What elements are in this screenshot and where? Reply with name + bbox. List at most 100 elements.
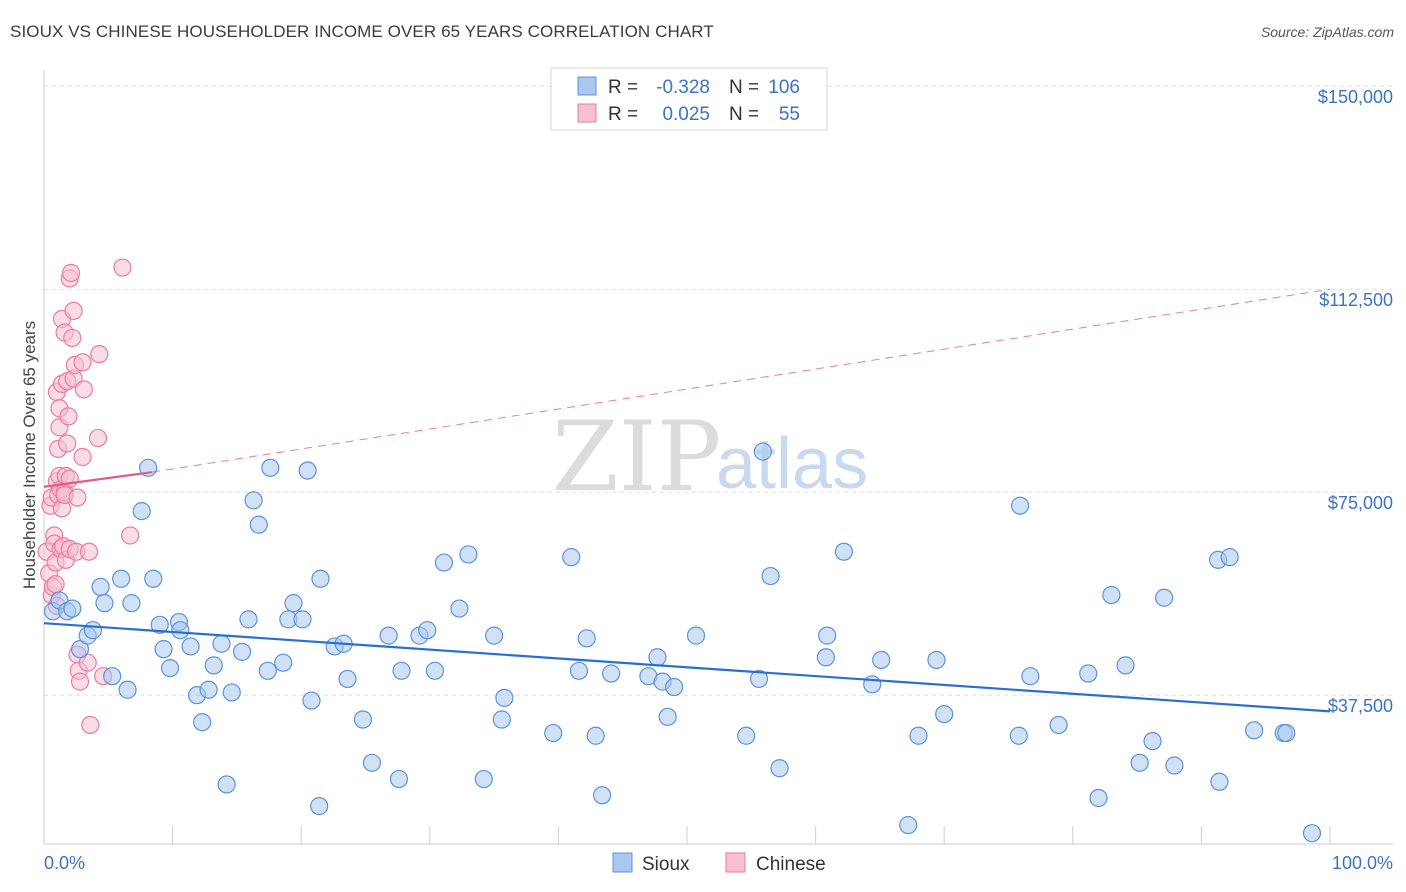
sioux-point — [181, 637, 200, 656]
chinese-point — [70, 672, 90, 691]
sioux-point — [1220, 548, 1239, 567]
chinese-point — [79, 542, 99, 561]
sioux-point — [1143, 732, 1162, 751]
sioux-point — [298, 461, 317, 480]
sioux-point — [459, 545, 478, 564]
sioux-point — [103, 667, 122, 686]
chinese-point — [74, 380, 93, 399]
gridlines — [44, 85, 1393, 696]
chinese-trendline-dashed — [151, 288, 1331, 473]
chinese-point — [88, 428, 108, 448]
sioux-point — [434, 553, 454, 572]
chinese-point — [68, 488, 87, 507]
chinese-point — [61, 263, 81, 283]
sioux-point — [338, 669, 357, 689]
sioux-point — [222, 683, 241, 702]
sioux-point — [562, 548, 581, 567]
sioux-point — [492, 710, 511, 729]
sioux-point — [1155, 588, 1174, 607]
legend-swatch-sioux — [577, 76, 597, 96]
sioux-point — [132, 502, 151, 521]
chinese-point — [64, 301, 83, 320]
sioux-point — [244, 491, 263, 510]
y-tick-label: $75,000 — [1328, 493, 1393, 513]
sioux-point — [171, 621, 190, 640]
chinese-point — [63, 328, 82, 348]
sioux-point — [602, 664, 621, 683]
chinese-point — [121, 526, 140, 545]
chinese-point — [90, 345, 109, 364]
sioux-point — [144, 569, 163, 588]
sioux-point — [569, 661, 589, 680]
legend-n-label-chinese: N = — [729, 104, 759, 125]
chinese-point — [59, 407, 78, 426]
axes — [43, 70, 1393, 845]
sioux-point — [495, 688, 514, 707]
y-tick-labels: $37,500 $75,000 $112,500 $150,000 — [1318, 87, 1393, 716]
sioux-trendline — [43, 622, 1331, 713]
sioux-point — [1116, 656, 1135, 675]
y-tick-label: $37,500 — [1328, 696, 1393, 716]
sioux-point — [212, 634, 231, 653]
chinese-point — [73, 353, 92, 372]
sioux-point — [274, 653, 293, 672]
sioux-point — [311, 569, 330, 588]
sioux-point — [95, 594, 114, 613]
watermark: ZIP atlas — [552, 401, 868, 513]
chinese-point — [78, 653, 97, 672]
x-tick-label-min: 0.0% — [44, 853, 85, 873]
sioux-point — [1277, 723, 1296, 743]
bottom-legend-label-sioux: Sioux — [642, 854, 690, 875]
sioux-point — [392, 661, 411, 680]
sioux-point — [834, 542, 853, 561]
x-tick-label-max: 100.0% — [1332, 853, 1393, 873]
sioux-point — [1049, 715, 1068, 735]
legend-n-value-chinese: 55 — [779, 104, 800, 125]
sioux-point — [1010, 496, 1030, 515]
sioux-point — [389, 769, 409, 789]
sioux-point — [1021, 667, 1040, 686]
trendlines — [43, 288, 1331, 713]
sioux-point — [935, 704, 954, 724]
sioux-point — [70, 640, 90, 659]
legend-n-label-sioux: N = — [729, 77, 759, 98]
sioux-point — [63, 599, 82, 618]
sioux-point — [91, 577, 110, 597]
sioux-point — [753, 442, 772, 461]
sioux-point — [1210, 772, 1229, 791]
sioux-point — [353, 710, 373, 729]
sioux-point — [232, 642, 252, 661]
sioux-point — [112, 569, 131, 588]
sioux-point — [450, 599, 469, 618]
sioux-point — [927, 650, 946, 670]
sioux-point — [204, 656, 223, 675]
sioux-point — [122, 594, 141, 613]
sioux-point — [474, 769, 493, 789]
sioux-point — [593, 786, 612, 805]
sioux-point — [863, 675, 882, 694]
sioux-point — [544, 723, 563, 743]
y-tick-label: $112,500 — [1319, 290, 1393, 310]
sioux-point — [749, 669, 769, 689]
sioux-point — [193, 713, 212, 732]
bottom-legend-swatch-sioux — [612, 852, 633, 873]
sioux-point — [310, 797, 329, 816]
sioux-point — [761, 566, 780, 586]
sioux-point — [686, 626, 706, 645]
legend-n-value-sioux: 106 — [768, 77, 800, 98]
bottom-legend-label-chinese: Chinese — [756, 854, 826, 875]
series-legend: Sioux Chinese — [612, 852, 826, 875]
sioux-point — [1009, 726, 1028, 745]
chinese-point — [81, 715, 100, 735]
legend-frame — [550, 67, 828, 131]
sioux-point — [737, 726, 756, 745]
sioux-point — [160, 658, 180, 678]
chinese-point — [113, 258, 132, 277]
sioux-point — [485, 626, 504, 645]
sioux-point — [586, 726, 605, 745]
sioux-point — [261, 458, 280, 477]
sioux-point — [239, 610, 258, 629]
sioux-point — [150, 615, 169, 634]
sioux-point — [1165, 756, 1184, 775]
